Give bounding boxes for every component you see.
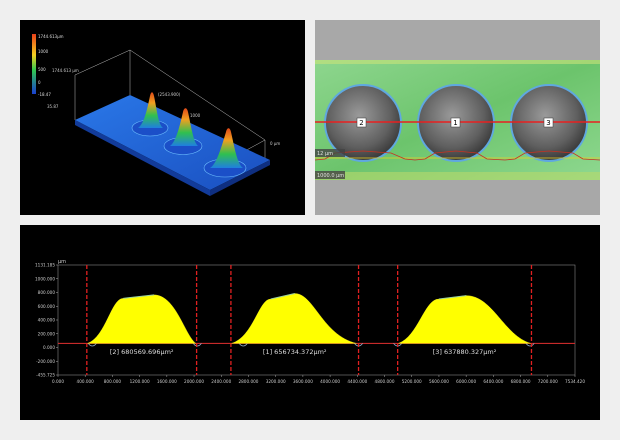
y-tick-label: 1131.185 <box>35 263 55 268</box>
x-tick-label: 1200.000 <box>130 379 150 384</box>
peak-rim <box>270 293 295 300</box>
x-tick-label: 2000.000 <box>184 379 204 384</box>
x-tick-label: 6400.000 <box>483 379 503 384</box>
x-tick-label: 4400.000 <box>347 379 367 384</box>
scale-bottom-label: -18.47 <box>38 92 51 97</box>
surface-3d-view[interactable]: 1744.613µm 1000 500 0 -18.47 1744.613 µm… <box>20 20 305 215</box>
area-label: [1] 656734.372µm² <box>263 348 327 356</box>
image-edge-band <box>315 172 600 180</box>
marker-label: 2 <box>359 119 363 127</box>
x-tick-label: 2400.000 <box>211 379 231 384</box>
overlay-label-box <box>315 171 345 179</box>
marker-label: 3 <box>546 119 550 127</box>
overlay-text: 1000.0 µm <box>317 173 344 179</box>
microscope-image-view[interactable]: 2 1 3 12 µm 1000.0 µm <box>315 20 600 215</box>
x-tick-label: 3200.000 <box>266 379 286 384</box>
x-tick-label: 6000.000 <box>456 379 476 384</box>
x-tick-label: 7200.000 <box>538 379 558 384</box>
color-scale-bar <box>32 34 36 94</box>
x-tick-label: 5200.000 <box>402 379 422 384</box>
x-tick-label: 2800.000 <box>238 379 258 384</box>
x-tick-label: 4800.000 <box>375 379 395 384</box>
y-tick-label: -455.725 <box>36 373 55 378</box>
surface-peak <box>170 108 198 146</box>
peak-rim <box>123 294 155 299</box>
scale-tick-label: 1000 <box>38 49 49 54</box>
unit-label: µm <box>58 259 66 265</box>
x-tick-label: 3600.000 <box>293 379 313 384</box>
surface-peak <box>210 128 243 168</box>
profile-dip <box>87 343 97 347</box>
y-tick-label: 1000.000 <box>35 276 55 281</box>
x-tick-label: 800.000 <box>104 379 122 384</box>
marker-label: 1 <box>453 119 457 127</box>
surface-peak <box>138 92 163 128</box>
x-tick-label: 6800.000 <box>511 379 531 384</box>
x-tick-label: 7534.420 <box>565 379 585 384</box>
peak-area <box>87 294 197 344</box>
peak-label: (2543.900) <box>158 92 181 97</box>
peak-rim <box>438 295 467 300</box>
scale-tick-label: 500 <box>38 67 46 72</box>
peak-area <box>398 295 531 344</box>
x-tick-label: 1600.000 <box>157 379 177 384</box>
profile-dip <box>525 343 535 347</box>
y-tick-label: 200.000 <box>38 331 56 336</box>
y-tick-label: 600.000 <box>38 304 56 309</box>
profile-dip <box>238 343 248 347</box>
peak-label: 1000 <box>190 113 201 118</box>
x-tick-label: 5600.000 <box>429 379 449 384</box>
image-edge-band <box>315 60 600 64</box>
marker-box <box>450 117 461 128</box>
profile-trace <box>315 150 600 161</box>
y-tick-label: 800.000 <box>38 290 56 295</box>
sample-plate-edge <box>210 160 270 196</box>
peak-area <box>231 293 357 344</box>
x-tick-label: 400.000 <box>77 379 95 384</box>
scale-tick-label: 0 <box>38 80 41 85</box>
y-tick-label: 0.000 <box>43 345 55 350</box>
profile-dip <box>192 343 202 347</box>
axis-label-left: 1744.613 µm <box>52 68 79 73</box>
axis-label-mid: 35.87 <box>47 104 59 109</box>
sample-plate-edge <box>75 120 210 196</box>
marker-box <box>356 117 367 128</box>
area-label: [3] 637880.327µm² <box>433 348 497 356</box>
y-tick-label: 400.000 <box>38 318 56 323</box>
marker-box <box>543 117 554 128</box>
axis-unit-label: 0 µm <box>270 141 280 146</box>
y-tick-label: -200.000 <box>36 359 55 364</box>
overlay-text: 12 µm <box>317 151 333 157</box>
scale-top-label: 1744.613µm <box>38 34 64 39</box>
profile-chart[interactable]: µm 1131.185 1000.000 800.000 600.000 400.000… <box>20 225 600 420</box>
area-label: [2] 680569.696µm² <box>110 348 174 356</box>
x-tick-label: 0.000 <box>52 379 64 384</box>
overlay-label-box <box>315 149 345 157</box>
x-tick-label: 4000.000 <box>320 379 340 384</box>
